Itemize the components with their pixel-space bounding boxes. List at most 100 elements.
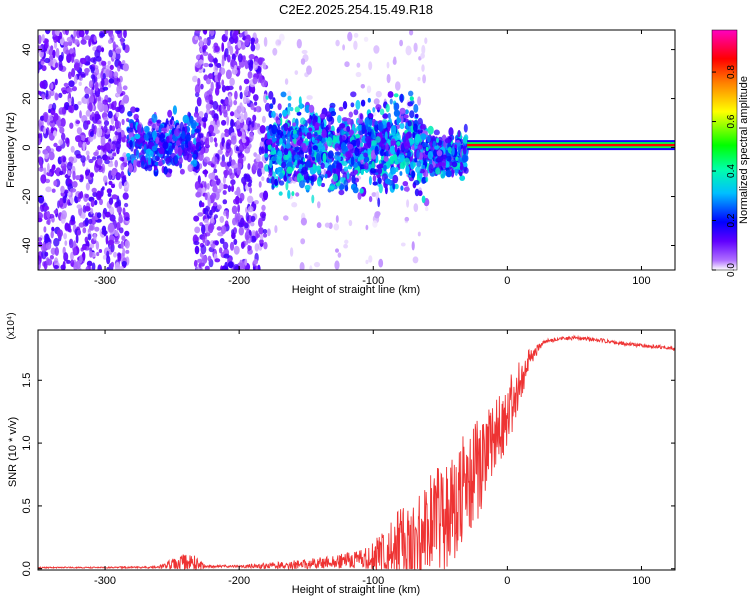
spectrogram-cell-3002 — [277, 166, 283, 173]
spectrogram-cell-3419 — [320, 120, 325, 130]
spectrogram-cell-3415 — [414, 133, 421, 144]
spectrogram-cell-481 — [48, 115, 54, 122]
spectrogram-cell-3366 — [298, 131, 303, 137]
spectrogram-cell-299 — [103, 103, 109, 113]
spectrogram-cell-413 — [79, 174, 84, 181]
spectrogram-cell-3342 — [345, 131, 349, 137]
spectrogram-cell-223 — [38, 217, 43, 223]
spectrogram-cell-1150 — [261, 176, 265, 182]
spectrogram-cell-301 — [78, 81, 82, 87]
spectrogram-cell-3493 — [332, 173, 338, 182]
spectrogram-cell-3407 — [336, 128, 340, 133]
spectrogram-cell-635 — [111, 125, 116, 132]
spectrogram-cell-1825 — [147, 164, 153, 172]
spectrogram-cell-1407 — [239, 259, 243, 270]
spectrogram-cell-558 — [106, 188, 113, 194]
spectrogram-cell-1056 — [248, 245, 252, 251]
spectrogram-cell-745 — [91, 123, 95, 133]
spectrogram-cell-706 — [84, 35, 91, 41]
spectrogram-cell-3408 — [367, 97, 371, 103]
spectrogram-cell-440 — [97, 264, 102, 270]
spectrogram-cell-199 — [41, 65, 47, 72]
spectrogram-cell-2466 — [368, 196, 373, 203]
spectrogram-cell-671 — [118, 213, 123, 224]
spectrogram-cell-1863 — [187, 164, 194, 172]
spectrogram-cell-1122 — [235, 120, 241, 130]
spectrogram-cell-1603 — [126, 156, 131, 161]
spectrogram-cell-80 — [113, 71, 119, 79]
spectrogram-cell-754 — [81, 245, 87, 251]
spectrogram-cell-3489 — [462, 154, 467, 163]
spectrogram-cell-1475 — [324, 222, 330, 228]
spectrogram-cell-1897 — [162, 141, 169, 150]
spectrogram-cell-3435 — [294, 106, 300, 113]
spectrogram-cell-535 — [75, 153, 82, 159]
spectrogram-cell-581 — [113, 100, 117, 107]
spectrogram-cell-1408 — [240, 217, 245, 228]
spectrogram-cell-1468 — [421, 44, 426, 55]
spectrogram-cell-1483 — [356, 62, 361, 68]
spectrogram-cell-3476 — [327, 150, 334, 159]
spectrogram-cell-1351 — [232, 217, 237, 226]
spectrogram-cell-1174 — [224, 98, 229, 105]
spectrogram-cell-511 — [43, 226, 47, 233]
spectrogram-cell-609 — [118, 199, 122, 208]
spectrogram-cell-1506 — [393, 56, 397, 62]
spectrogram-cell-1209 — [214, 45, 220, 53]
spectrogram-cell-1856 — [194, 128, 200, 133]
y-tick-label: 1.0 — [21, 435, 33, 450]
spectrogram-cell-3255 — [374, 123, 379, 132]
spectrogram-cell-687 — [60, 117, 66, 127]
spectrogram-cell-606 — [109, 214, 116, 222]
spectrogram-cell-655 — [96, 212, 102, 219]
spectrogram-cell-1542 — [360, 84, 365, 89]
spectrogram-cell-406 — [119, 266, 124, 270]
spectrogram-cell-928 — [222, 199, 228, 205]
spectrogram-cell-2395 — [295, 192, 300, 197]
spectrogram-cell-3443 — [314, 122, 321, 127]
spectrogram-cell-1513 — [373, 45, 380, 54]
spectrogram-cell-645 — [69, 122, 74, 129]
spectrogram-cell-711 — [51, 165, 55, 175]
spectrogram-cell-1133 — [203, 156, 210, 163]
spectrogram-cell-552 — [39, 167, 43, 172]
spectrogram-cell-785 — [56, 229, 64, 238]
spectrogram-cell-1494 — [347, 31, 353, 42]
spectrogram-cell-1467 — [386, 73, 391, 84]
spectrogram-cell-1184 — [203, 120, 207, 129]
spectrogram-cell-1886 — [187, 140, 193, 148]
spectrogram-cell-3103 — [293, 137, 297, 145]
spectrogram-cell-3058 — [385, 103, 390, 113]
spectrogram-cell-1532 — [417, 96, 422, 106]
spectrogram-cell-3472 — [456, 162, 461, 168]
spectrogram-cell-3455 — [397, 154, 404, 163]
spectrogram-cell-3006 — [342, 101, 348, 110]
y-tick-label: 1.5 — [21, 373, 33, 388]
spectrogram-cell-1124 — [205, 78, 212, 85]
spectrogram-cell-1406 — [209, 110, 215, 116]
snr-frame — [37, 329, 676, 571]
spectrogram-cell-739 — [54, 30, 60, 36]
spectrogram-cell-3389 — [368, 113, 374, 119]
spectrogram-cell-1320 — [226, 104, 231, 112]
spectrogram-cell-1309 — [204, 112, 208, 120]
spectrogram-cell-1034 — [220, 225, 227, 235]
spectrogram-cell-1464 — [368, 255, 373, 263]
spectrogram-cell-289 — [104, 159, 110, 165]
spectrogram-cell-1405 — [226, 116, 230, 126]
spectrogram-cell-1847 — [195, 141, 202, 147]
spectrogram-cell-2147 — [355, 99, 361, 110]
spectrogram-cell-1131 — [207, 161, 214, 166]
spectrogram-cell-3356 — [389, 145, 396, 155]
spectrogram-cell-765 — [76, 229, 82, 236]
spectrogram-cell-717 — [85, 109, 91, 117]
spectrogram-cell-1257 — [253, 200, 259, 205]
spectrogram-cell-500 — [72, 247, 77, 256]
spectrogram-cell-468 — [51, 226, 55, 232]
spectrogram-cell-2949 — [394, 183, 399, 190]
x-tick-label: -100 — [362, 275, 384, 287]
spectrogram-cell-1799 — [163, 166, 168, 175]
spectrogram-cell-1145 — [205, 95, 211, 103]
spectrogram-cell-577 — [115, 30, 122, 35]
spectrogram-cell-670 — [53, 180, 58, 187]
